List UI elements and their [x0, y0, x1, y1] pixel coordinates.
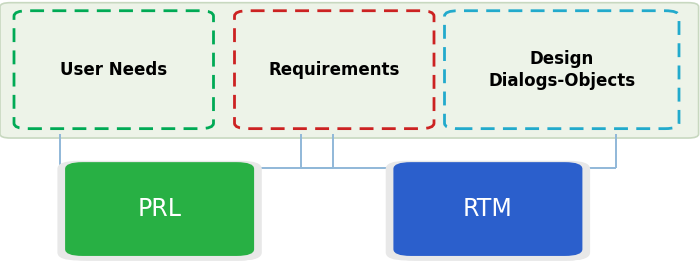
FancyBboxPatch shape: [393, 164, 589, 260]
Text: User Needs: User Needs: [60, 61, 167, 79]
FancyBboxPatch shape: [64, 164, 260, 260]
Text: Design
Dialogs-Objects: Design Dialogs-Objects: [488, 50, 636, 90]
Text: PRL: PRL: [138, 197, 181, 221]
Text: RTM: RTM: [463, 197, 513, 221]
FancyBboxPatch shape: [386, 161, 590, 260]
FancyBboxPatch shape: [0, 3, 699, 138]
FancyBboxPatch shape: [65, 162, 254, 256]
FancyBboxPatch shape: [393, 162, 582, 256]
FancyBboxPatch shape: [57, 161, 262, 260]
Text: Requirements: Requirements: [269, 61, 400, 79]
